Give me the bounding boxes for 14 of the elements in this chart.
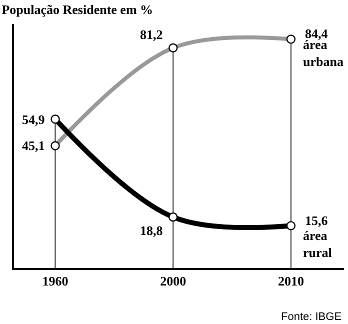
chart-title: População Residente em % — [2, 2, 154, 17]
x-tick-label: 2000 — [160, 273, 186, 288]
series-label: área rural — [303, 228, 332, 260]
data-label: 45,1 — [22, 138, 45, 153]
data-label: 18,8 — [140, 223, 164, 238]
data-label: 15,6 — [305, 213, 328, 228]
source-note: Fonte: IBGE — [281, 311, 342, 323]
data-label: 54,9 — [22, 112, 46, 127]
x-tick-label: 1960 — [42, 273, 68, 288]
point — [286, 221, 296, 230]
point — [50, 114, 60, 124]
data-label: 81,2 — [140, 27, 163, 42]
x-tick-label: 2010 — [278, 273, 304, 288]
point — [168, 212, 178, 222]
